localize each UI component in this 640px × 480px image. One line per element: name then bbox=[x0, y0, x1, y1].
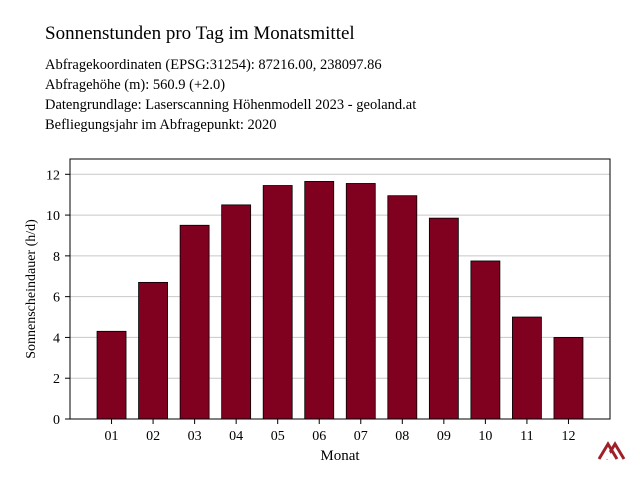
bar-month-05 bbox=[262, 185, 293, 420]
bar-month-10 bbox=[470, 260, 501, 420]
x-tick-label: 04 bbox=[229, 429, 243, 444]
y-tick-label: 8 bbox=[53, 250, 60, 265]
y-axis-ticks: 0 2 4 6 8 10 12 bbox=[46, 168, 70, 428]
x-tick-label: 07 bbox=[354, 429, 368, 444]
x-tick-label: 12 bbox=[561, 429, 575, 444]
bar-month-02 bbox=[138, 281, 168, 420]
y-tick-label: 6 bbox=[53, 291, 60, 306]
chart-header: Sonnenstunden pro Tag im Monatsmittel Ab… bbox=[45, 22, 625, 135]
y-tick-label: 10 bbox=[46, 209, 60, 224]
bar-month-04 bbox=[221, 204, 252, 420]
x-tick-label: 10 bbox=[478, 429, 492, 444]
flight-year: Befliegungsjahr im Abfragepunkt: 2020 bbox=[45, 117, 277, 133]
y-tick-label: 4 bbox=[53, 331, 60, 346]
x-tick-label: 08 bbox=[395, 429, 409, 444]
bar-month-11 bbox=[512, 316, 542, 420]
bar-month-12 bbox=[553, 337, 584, 420]
x-tick-label: 05 bbox=[271, 429, 285, 444]
y-tick-label: 0 bbox=[53, 413, 60, 428]
chart-title: Sonnenstunden pro Tag im Monatsmittel bbox=[45, 23, 355, 44]
data-source: Datengrundlage: Laserscanning Höhenmodel… bbox=[45, 97, 417, 113]
bars bbox=[96, 181, 584, 420]
x-tick-label: 01 bbox=[105, 429, 119, 444]
x-tick-label: 09 bbox=[437, 429, 451, 444]
bar-month-03 bbox=[179, 224, 210, 420]
x-axis-label: Monat bbox=[320, 448, 360, 464]
y-axis-label: Sonnenscheindauer (h/d) bbox=[24, 219, 39, 359]
x-tick-label: 02 bbox=[146, 429, 160, 444]
logo-icon bbox=[597, 441, 626, 460]
bar-month-08 bbox=[387, 195, 418, 420]
query-coordinates: Abfragekoordinaten (EPSG:31254): 87216.0… bbox=[45, 57, 382, 73]
x-axis-ticks: 01 02 03 04 05 06 07 08 09 10 11 12 bbox=[105, 419, 575, 444]
plot-frame bbox=[69, 158, 611, 420]
y-tick-label: 12 bbox=[46, 168, 60, 183]
x-tick-label: 11 bbox=[520, 429, 533, 444]
x-tick-label: 03 bbox=[188, 429, 202, 444]
query-height: Abfragehöhe (m): 560.9 (+2.0) bbox=[45, 77, 226, 93]
x-tick-label: 06 bbox=[312, 429, 326, 444]
y-tick-label: 2 bbox=[53, 372, 60, 387]
bar-month-07 bbox=[345, 183, 376, 420]
bar-month-09 bbox=[428, 217, 459, 420]
bar-month-01 bbox=[96, 330, 127, 420]
bar-month-06 bbox=[304, 181, 335, 420]
